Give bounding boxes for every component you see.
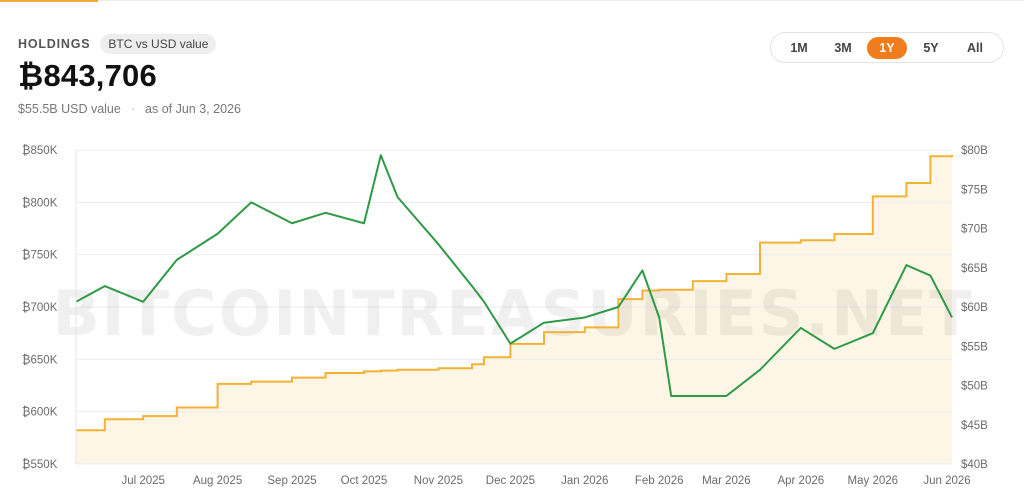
watermark: BITCOINTREASURIES.NET [52, 277, 973, 350]
y-right-tick-label: $45B [961, 420, 988, 432]
x-tick-label: Feb 2026 [635, 475, 684, 487]
x-tick-label: Sep 2025 [267, 475, 316, 487]
y-left-tick-label: ₿800K [22, 197, 58, 209]
btc-holdings-line [75, 154, 953, 397]
x-tick-label: Oct 2025 [341, 475, 388, 487]
as-of-date: as of Jun 3, 2026 [145, 102, 241, 116]
y-left-tick-label: ₿550K [22, 459, 58, 471]
x-tick-label: Jan 2026 [561, 475, 608, 487]
y-right-tick-label: $55B [961, 341, 988, 353]
usd-value-area [76, 154, 952, 464]
separator-dot: · [130, 102, 136, 116]
comparison-badge: BTC vs USD value [100, 34, 217, 54]
y-left-tick-label: ₿850K [22, 145, 58, 157]
x-tick-label: Jul 2025 [121, 475, 164, 487]
x-tick-label: May 2026 [848, 475, 899, 487]
y-right-tick-label: $80B [961, 145, 988, 157]
range-button-1m[interactable]: 1M [779, 37, 819, 59]
holdings-value: ₿843,706 [18, 58, 157, 93]
range-button-3m[interactable]: 3M [823, 37, 863, 59]
time-range-selector: 1M 3M 1Y 5Y All [770, 32, 1004, 63]
x-tick-label: Aug 2025 [193, 475, 242, 487]
y-left-tick-label: ₿750K [22, 250, 58, 262]
top-divider [98, 0, 1024, 1]
x-tick-label: Mar 2026 [702, 475, 751, 487]
top-accent-bar [0, 0, 98, 2]
x-tick-label: Apr 2026 [777, 475, 824, 487]
y-right-tick-label: $70B [961, 224, 988, 236]
x-tick-label: Jun 2026 [923, 475, 970, 487]
range-button-5y[interactable]: 5Y [911, 37, 951, 59]
range-button-all[interactable]: All [955, 37, 995, 59]
x-tick-label: Nov 2025 [414, 475, 463, 487]
holdings-chart: BITCOINTREASURIES.NET ₿550K ₿600K ₿650K ₿70… [22, 145, 988, 487]
holdings-subtitle: $55.5B USD value · as of Jun 3, 2026 [18, 102, 241, 116]
usd-value: $55.5B USD value [18, 102, 121, 116]
y-right-tick-label: $75B [961, 184, 988, 196]
holdings-label: HOLDINGS [18, 37, 91, 51]
y-left-tick-label: ₿700K [22, 302, 58, 314]
y-right-tick-label: $50B [961, 381, 988, 393]
usd-value-line [76, 154, 953, 432]
x-tick-label: Dec 2025 [486, 475, 535, 487]
range-button-1y[interactable]: 1Y [867, 36, 907, 59]
holdings-header: HOLDINGS BTC vs USD value [18, 34, 217, 54]
y-left-tick-label: ₿600K [22, 407, 58, 419]
y-right-tick-label: $40B [961, 459, 988, 471]
y-left-tick-label: ₿650K [22, 354, 58, 366]
y-right-tick-label: $65B [961, 263, 988, 275]
y-right-tick-label: $60B [961, 302, 988, 314]
